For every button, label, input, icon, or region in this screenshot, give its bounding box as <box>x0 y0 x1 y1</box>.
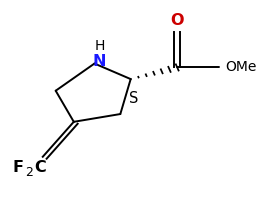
Text: OMe: OMe <box>225 60 257 74</box>
Text: 2: 2 <box>25 166 33 179</box>
Text: S: S <box>129 91 138 106</box>
Text: O: O <box>170 13 184 28</box>
Text: H: H <box>94 39 105 53</box>
Text: C: C <box>34 160 46 175</box>
Text: N: N <box>93 54 106 69</box>
Text: F: F <box>13 160 24 175</box>
